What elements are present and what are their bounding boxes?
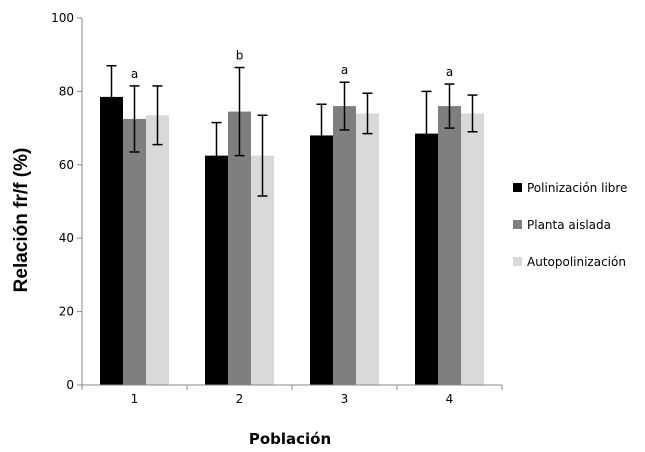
bar-pop1-series3 <box>146 115 169 385</box>
legend-label-1: Polinización libre <box>527 181 627 195</box>
annotation-pop1: a <box>131 67 138 81</box>
bars-layer <box>100 96 484 386</box>
bar-pop1-series1 <box>100 96 123 385</box>
x-tick-label-4: 4 <box>446 392 454 406</box>
bar-pop2-series3 <box>251 155 274 385</box>
legend-label-3: Autopolinización <box>527 255 626 269</box>
bar-pop3-series1 <box>310 135 333 385</box>
axes-layer: 0 20 40 60 80 100 1 2 3 4 <box>51 11 503 406</box>
y-tick-label-80: 80 <box>59 84 74 98</box>
annotation-pop2: b <box>236 49 244 63</box>
x-axis-label: Población <box>249 430 331 448</box>
legend-swatch-3 <box>513 257 522 266</box>
x-tick-label-1: 1 <box>131 392 139 406</box>
bar-pop4-series1 <box>415 133 438 385</box>
y-tick-label-60: 60 <box>59 158 74 172</box>
bar-pop3-series3 <box>356 113 379 386</box>
bar-pop4-series2 <box>438 106 461 385</box>
legend-label-2: Planta aislada <box>527 218 611 232</box>
bar-pop4-series3 <box>461 113 484 386</box>
bar-pop2-series2 <box>228 111 251 386</box>
y-axis-label: Relación fr/f (%) <box>11 148 32 293</box>
legend-swatch-1 <box>513 183 522 192</box>
y-tick-label-0: 0 <box>66 378 74 392</box>
x-tick-label-2: 2 <box>236 392 244 406</box>
annotation-pop3: a <box>341 63 348 77</box>
y-tick-label-20: 20 <box>59 305 74 319</box>
bar-pop2-series1 <box>205 155 228 385</box>
y-tick-label-100: 100 <box>51 11 74 25</box>
bar-pop3-series2 <box>333 106 356 385</box>
annotation-pop4: a <box>446 65 453 79</box>
y-tick-label-40: 40 <box>59 231 74 245</box>
annotations-layer: a b a a <box>131 49 453 81</box>
legend-swatch-2 <box>513 220 522 229</box>
bar-pop1-series2 <box>123 118 146 386</box>
error-bars-layer <box>106 64 478 197</box>
legend: Polinización libre Planta aislada Autopoli… <box>513 181 627 269</box>
x-tick-label-3: 3 <box>341 392 349 406</box>
